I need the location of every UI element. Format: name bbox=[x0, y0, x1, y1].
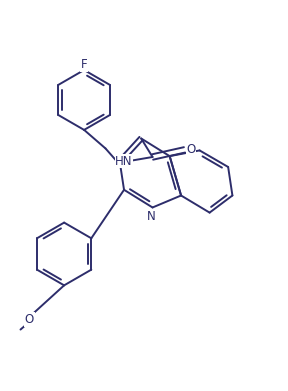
Text: F: F bbox=[81, 58, 88, 72]
Text: O: O bbox=[25, 313, 34, 326]
Text: O: O bbox=[186, 143, 196, 156]
Text: HN: HN bbox=[115, 155, 133, 168]
Text: N: N bbox=[147, 210, 156, 222]
